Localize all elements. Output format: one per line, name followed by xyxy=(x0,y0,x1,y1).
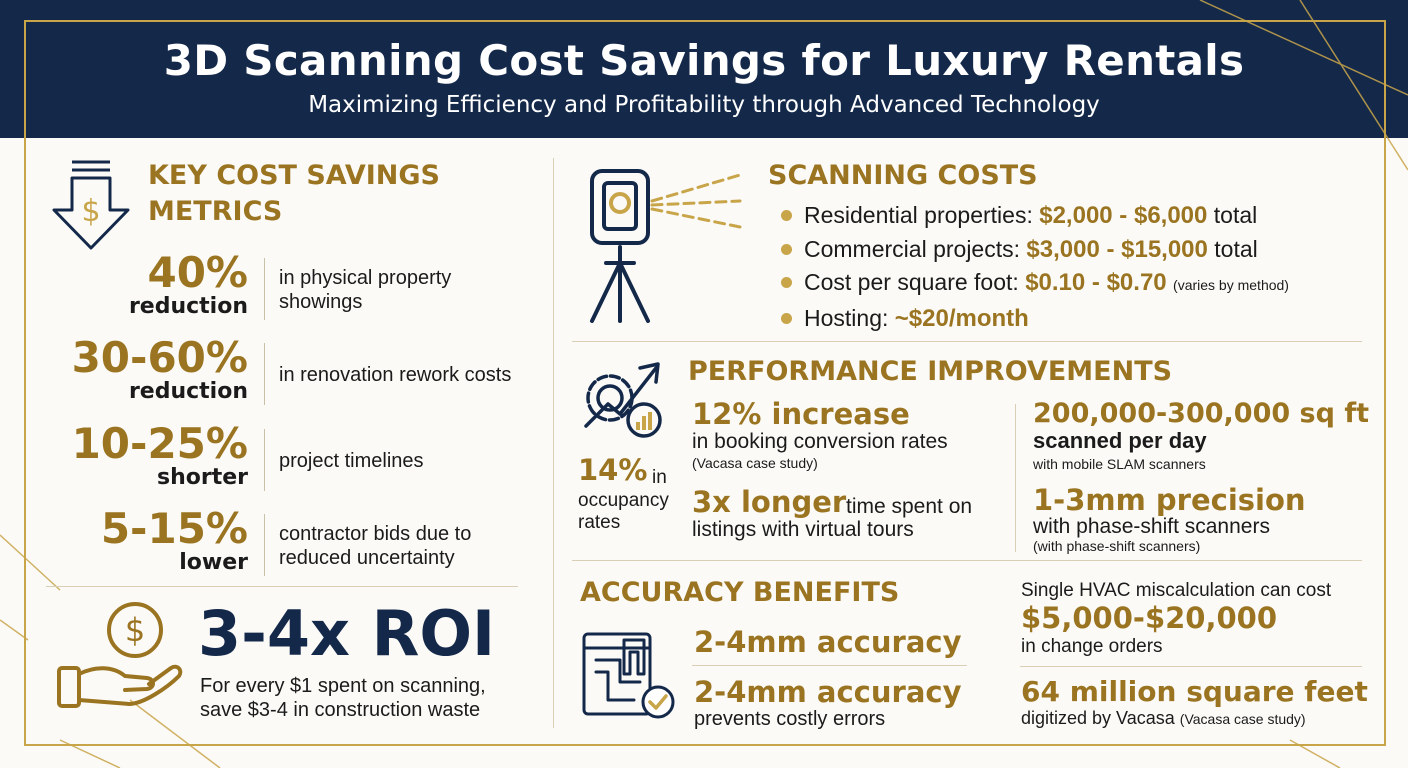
vacasa-text: digitized by Vacasa (Vacasa case study) xyxy=(1021,708,1306,729)
sqft-value: 200,000-300,000 sq ft xyxy=(1033,398,1370,429)
booking-value: 12% increase xyxy=(692,397,910,431)
metric-value: 30-60% xyxy=(71,333,248,382)
occupancy-text-line2: rates xyxy=(578,512,621,533)
roi-value: 3-4x ROI xyxy=(198,597,496,670)
metric-description: contractor bids due to reduced uncertain… xyxy=(279,523,472,569)
list-item: Commercial projects: $3,000 - $15,000 to… xyxy=(778,233,1289,267)
metric-sub: lower xyxy=(179,550,248,575)
cost-note: (varies by method) xyxy=(1173,277,1289,293)
gear-growth-chart-icon xyxy=(578,356,666,440)
column-divider xyxy=(553,158,554,728)
sqft-note: with mobile SLAM scanners xyxy=(1033,456,1206,472)
metric-sub: reduction xyxy=(128,294,248,319)
list-item: Residential properties: $2,000 - $6,000 … xyxy=(778,199,1289,233)
metric-separator xyxy=(264,429,265,491)
right-divider-2 xyxy=(572,560,1362,561)
cost-amount: $2,000 - $6,000 xyxy=(1039,202,1208,229)
svg-text:$: $ xyxy=(125,611,145,649)
cost-suffix: total xyxy=(1207,235,1258,262)
cost-amount: ~$20/month xyxy=(894,304,1029,332)
vacasa-note: (Vacasa case study) xyxy=(1179,711,1306,727)
accuracy-divider-right xyxy=(1020,666,1362,667)
roi-description: For every $1 spent on scanning, save $3-… xyxy=(200,675,486,721)
vacasa-value: 64 million square feet xyxy=(1021,675,1368,708)
key-metrics-heading-line2: METRICS xyxy=(148,196,283,227)
metric-item: 40% reduction in physical property showi… xyxy=(40,250,510,330)
hvac-sub: in change orders xyxy=(1021,636,1163,657)
cost-label: Residential properties: xyxy=(804,202,1040,228)
accuracy-text-2: prevents costly errors xyxy=(694,708,886,730)
list-item: Cost per square foot: $0.10 - $0.70 (var… xyxy=(778,266,1289,302)
metric-value: 10-25% xyxy=(71,419,248,468)
dollar-hand-icon: $ xyxy=(55,600,185,712)
cost-label: Hosting: xyxy=(804,304,895,331)
vacasa-text-label: digitized by Vacasa xyxy=(1021,708,1175,728)
time-text-line2: listings with virtual tours xyxy=(692,518,914,541)
right-divider-1 xyxy=(572,341,1362,342)
metric-item: 30-60% reduction in renovation rework co… xyxy=(40,333,511,415)
scanning-costs-heading: SCANNING COSTS xyxy=(768,160,1038,191)
list-item: Hosting: ~$20/month xyxy=(778,302,1289,336)
precision-text: with phase-shift scanners xyxy=(1033,515,1270,538)
down-arrow-dollar-icon: $ xyxy=(48,158,132,252)
metric-separator xyxy=(264,343,265,405)
header-banner: 3D Scanning Cost Savings for Luxury Rent… xyxy=(0,0,1408,138)
page-title: 3D Scanning Cost Savings for Luxury Rent… xyxy=(163,36,1245,85)
blueprint-caliper-icon xyxy=(580,626,678,722)
booking-note: (Vacasa case study) xyxy=(692,455,818,471)
metric-separator xyxy=(264,258,265,320)
left-section-divider xyxy=(46,586,518,587)
cost-suffix: total xyxy=(1207,202,1258,228)
hvac-text: Single HVAC miscalculation can cost xyxy=(1021,580,1332,601)
precision-note: (with phase-shift scanners) xyxy=(1033,538,1201,554)
time-value: 3x longer xyxy=(692,485,847,519)
performance-divider xyxy=(1015,404,1016,552)
cost-amount: $3,000 - $15,000 xyxy=(1026,235,1208,263)
metric-description: in renovation rework costs xyxy=(279,364,512,386)
cost-amount: $0.10 - $0.70 xyxy=(1025,269,1167,296)
hvac-value: $5,000-$20,000 xyxy=(1021,601,1278,635)
booking-text: in booking conversion rates xyxy=(692,430,948,453)
performance-heading: PERFORMANCE IMPROVEMENTS xyxy=(688,356,1173,387)
sqft-sub: scanned per day xyxy=(1033,428,1207,453)
metric-item: 5-15% lower contractor bids due to reduc… xyxy=(40,506,510,586)
occupancy-text: occupancy xyxy=(578,490,669,511)
occupancy-in: in xyxy=(652,467,667,488)
metric-sub: reduction xyxy=(128,379,248,404)
occupancy-value: 14% xyxy=(578,453,648,487)
metric-description: project timelines xyxy=(279,450,424,472)
metric-description: in physical property showings xyxy=(279,267,452,313)
metric-value: 40% xyxy=(147,248,248,297)
accuracy-divider-left xyxy=(692,665,967,666)
metric-item: 10-25% shorter project timelines xyxy=(40,421,510,501)
key-metrics-heading-line1: KEY COST SAVINGS xyxy=(148,160,441,191)
metric-value: 5-15% xyxy=(100,504,248,553)
svg-text:$: $ xyxy=(81,194,100,229)
cost-label: Commercial projects: xyxy=(804,235,1027,262)
time-text: time spent on xyxy=(846,495,973,518)
laser-scanner-tripod-icon xyxy=(578,165,748,325)
accuracy-heading: ACCURACY BENEFITS xyxy=(580,577,900,608)
key-metrics-heading: KEY COST SAVINGS METRICS xyxy=(148,158,440,230)
page-subtitle: Maximizing Efficiency and Profitability … xyxy=(308,92,1100,118)
accuracy-value-2: 2-4mm accuracy xyxy=(694,675,962,709)
cost-label: Cost per square foot: xyxy=(804,269,1026,295)
metric-separator xyxy=(264,514,265,576)
accuracy-value-1: 2-4mm accuracy xyxy=(694,625,962,659)
metric-sub: shorter xyxy=(156,465,248,490)
precision-value: 1-3mm precision xyxy=(1033,483,1306,517)
scanning-costs-list: Residential properties: $2,000 - $6,000 … xyxy=(778,199,1289,335)
